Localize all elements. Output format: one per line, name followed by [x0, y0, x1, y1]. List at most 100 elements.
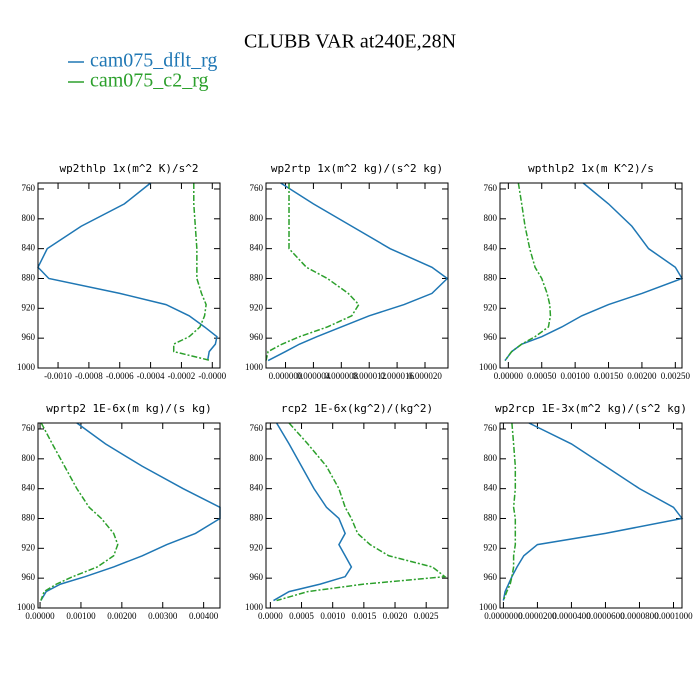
x-tick-label: 0.000004 [297, 371, 331, 381]
profile-line [265, 183, 360, 361]
panel-title: wpthlp2 1x(m K^2)/s [528, 162, 654, 175]
panel-frame [499, 182, 683, 369]
y-tick-label: 760 [22, 183, 36, 193]
y-tick-label: 960 [484, 572, 498, 582]
x-tick-label: 0.000000 [269, 371, 303, 381]
profile-line [504, 182, 684, 361]
y-tick-label: 880 [484, 513, 498, 523]
profile-line [502, 422, 517, 601]
x-tick-label: 0.0020 [383, 611, 408, 621]
x-tick-label: 0.0015 [351, 611, 376, 621]
y-tick-label: 840 [484, 483, 498, 493]
y-tick-label: 960 [22, 332, 36, 342]
y-tick-label: 1000 [245, 602, 264, 612]
x-tick-label: 0.000016 [380, 371, 414, 381]
x-tick-label: 0.000008 [324, 371, 358, 381]
legend-label: cam075_dflt_rg [90, 50, 217, 72]
profile-line [502, 422, 684, 601]
x-tick-label: 0.0000800 [620, 611, 659, 621]
y-tick-label: 800 [250, 453, 264, 463]
x-tick-label: 0.0000 [258, 611, 283, 621]
panel-frame [37, 422, 221, 609]
x-tick-label: 0.0000400 [552, 611, 591, 621]
y-tick-label: 960 [484, 332, 498, 342]
y-tick-label: 760 [250, 183, 264, 193]
y-tick-label: 920 [22, 302, 36, 312]
profile-line [504, 182, 552, 361]
y-tick-label: 800 [22, 453, 36, 463]
x-tick-label: -0.0006 [106, 371, 134, 381]
profile-line [273, 422, 353, 602]
y-tick-label: 1000 [479, 362, 498, 372]
y-tick-label: 880 [250, 273, 264, 283]
panel-title: wp2thlp 1x(m^2 K)/s^2 [59, 162, 198, 175]
y-tick-label: 1000 [479, 602, 498, 612]
y-tick-label: 800 [22, 213, 36, 223]
profile-line [172, 183, 211, 362]
profile-line [40, 422, 221, 601]
x-tick-label: 0.00050 [527, 371, 557, 381]
y-tick-label: 880 [250, 513, 264, 523]
y-tick-label: 920 [484, 542, 498, 552]
panel-title: wprtp2 1E-6x(m kg)/(s kg) [46, 402, 212, 415]
y-tick-label: 840 [22, 483, 36, 493]
y-tick-label: 880 [484, 273, 498, 283]
y-tick-label: 920 [250, 542, 264, 552]
x-tick-label: 0.00000 [494, 371, 524, 381]
y-tick-label: 800 [250, 213, 264, 223]
y-tick-label: 1000 [17, 362, 36, 372]
y-tick-label: 880 [22, 273, 36, 283]
x-tick-label: 0.00200 [627, 371, 657, 381]
x-tick-label: 0.00000 [25, 611, 55, 621]
x-tick-label: 0.00100 [561, 371, 591, 381]
y-tick-label: 880 [22, 513, 36, 523]
y-tick-label: 960 [250, 332, 264, 342]
y-tick-label: 960 [250, 572, 264, 582]
x-tick-label: 0.00150 [594, 371, 624, 381]
y-tick-label: 760 [484, 423, 498, 433]
x-tick-label: 0.0005 [289, 611, 314, 621]
x-tick-label: 0.00250 [661, 371, 691, 381]
legend-label: cam075_c2_rg [90, 70, 209, 92]
x-tick-label: -0.0000 [198, 371, 226, 381]
y-tick-label: 840 [484, 243, 498, 253]
y-tick-label: 840 [250, 243, 264, 253]
y-tick-label: 760 [22, 423, 36, 433]
panel-frame [37, 182, 221, 369]
y-tick-label: 1000 [17, 602, 36, 612]
x-tick-label: -0.0002 [168, 371, 196, 381]
y-tick-label: 920 [484, 302, 498, 312]
panel-title: wp2rtp 1x(m^2 kg)/(s^2 kg) [271, 162, 443, 175]
x-tick-label: 0.000012 [352, 371, 386, 381]
x-tick-label: 0.00400 [189, 611, 219, 621]
x-tick-label: 0.00300 [148, 611, 178, 621]
y-tick-label: 760 [484, 183, 498, 193]
figure-title: CLUBB VAR at240E,28N [244, 31, 456, 53]
x-tick-label: 0.0000200 [518, 611, 557, 621]
y-tick-label: 800 [484, 453, 498, 463]
profile-line [267, 182, 449, 362]
panel-title: wp2rcp 1E-3x(m^2 kg)/(s^2 kg) [495, 402, 687, 415]
x-tick-label: -0.0010 [44, 371, 72, 381]
y-tick-label: 920 [22, 542, 36, 552]
panel-frame [499, 422, 683, 609]
y-tick-label: 920 [250, 302, 264, 312]
x-tick-label: 0.0025 [414, 611, 439, 621]
x-tick-label: 0.000020 [408, 371, 442, 381]
x-tick-label: -0.0008 [75, 371, 103, 381]
x-tick-label: 0.0000600 [586, 611, 625, 621]
profile-line [37, 182, 218, 361]
panel-frame [265, 422, 449, 609]
x-tick-label: -0.0004 [137, 371, 165, 381]
x-tick-label: 0.0001000 [654, 611, 693, 621]
y-tick-label: 840 [22, 243, 36, 253]
panel-frame [265, 182, 449, 369]
x-tick-label: 0.0010 [320, 611, 345, 621]
y-tick-label: 1000 [245, 362, 264, 372]
y-tick-label: 760 [250, 423, 264, 433]
x-tick-label: 0.00100 [66, 611, 96, 621]
y-tick-label: 960 [22, 572, 36, 582]
profile-line [40, 422, 119, 601]
x-tick-label: 0.00200 [107, 611, 137, 621]
